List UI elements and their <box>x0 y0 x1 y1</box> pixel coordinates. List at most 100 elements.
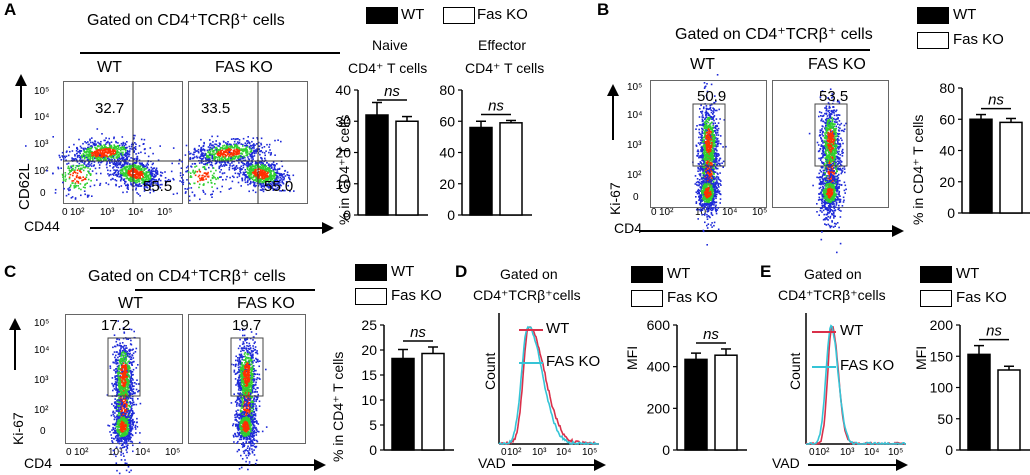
histogram-e <box>805 313 906 446</box>
bar-tick-label: 20 <box>335 145 351 161</box>
tick-x: 10⁵ <box>165 447 181 458</box>
plot-frame <box>65 314 183 444</box>
gate-box <box>692 103 726 167</box>
facs-plot-a-wt <box>25 81 183 204</box>
tick-x: 10⁴ <box>722 207 738 218</box>
tick-x: 10⁴ <box>128 207 144 218</box>
plot-frame <box>63 81 183 204</box>
bar-tick-label: 200 <box>647 400 671 416</box>
bar-tick-label: 20 <box>939 174 955 190</box>
histogram-ko-line <box>498 325 599 446</box>
facs-plot-b-ko <box>772 80 889 254</box>
bar-chart-e: 0 50 100 150 200 ns <box>930 317 1030 458</box>
bar-tick-label: 40 <box>335 82 351 98</box>
wt-label-b: WT <box>690 56 715 73</box>
gate-value: 55.5 <box>143 178 173 195</box>
bar-tick-label: 10 <box>361 392 377 408</box>
bar-chart-a-effector: 0 20 40 60 80 ns <box>439 82 532 223</box>
tick-x: 10² <box>74 447 89 458</box>
tick-x: 10⁵ <box>582 447 598 458</box>
gate-box <box>107 337 141 397</box>
tick-x: 10³ <box>695 207 710 218</box>
tick-x: 10² <box>70 207 85 218</box>
bar-tick-label: 0 <box>447 207 455 223</box>
xlabel-cd4-c: CD4 <box>24 455 53 471</box>
effector-title: Effector <box>478 37 526 53</box>
naive-title: Naive <box>372 37 408 53</box>
tick-x: 10³ <box>100 207 115 218</box>
cell-cloud <box>109 320 140 433</box>
bar-tick-label: 0 <box>947 205 955 221</box>
tick-x: 10⁵ <box>157 207 173 218</box>
tick-x: 0 <box>62 207 68 218</box>
gate-label-b: Gated on CD4⁺TCRβ⁺ cells <box>675 26 873 43</box>
bar-tick-label: 25 <box>361 317 377 333</box>
tick-x: 0 <box>809 447 815 458</box>
gate-underline-b <box>700 49 870 51</box>
tick-x: 10² <box>815 447 830 458</box>
panel-letter-c: C <box>4 262 17 281</box>
bar-tick-label: 600 <box>647 317 671 333</box>
bar-tick-label: 0 <box>343 207 351 223</box>
gate-label-d-line1: Gated on <box>500 266 558 282</box>
legend-swatch-wt <box>920 266 952 283</box>
ns-label: ns <box>410 324 426 341</box>
legend-label-ko: Fas KO <box>477 6 528 23</box>
facs-plot-b-wt <box>650 74 767 246</box>
tick-y: 10² <box>627 170 642 181</box>
bar-tick-label: 80 <box>439 82 455 98</box>
bar-tick-label: 80 <box>939 80 955 96</box>
tick-x: 10³ <box>108 447 123 458</box>
legend-label-wt: WT <box>953 6 977 23</box>
tick-y: 10³ <box>34 139 49 150</box>
effector-subtitle: CD4⁺ T cells <box>465 60 545 76</box>
gate-value: 50.9 <box>697 88 727 105</box>
tick-x: 10⁵ <box>752 207 768 218</box>
wt-label-a: WT <box>97 59 122 76</box>
panel-letter-e: E <box>760 262 772 281</box>
legend-swatch-ko <box>355 288 387 305</box>
tick-x: 10⁴ <box>556 447 572 458</box>
legend-swatch-ko <box>631 290 663 307</box>
gate-value: 33.5 <box>201 100 231 117</box>
tick-y: 10⁵ <box>34 318 50 329</box>
cell-cloud <box>812 167 846 219</box>
gate-value: 53.5 <box>819 88 849 105</box>
hist-legend-wt: WT <box>546 320 570 337</box>
legend-swatch-wt <box>366 7 398 24</box>
legend-swatch-ko <box>443 7 475 24</box>
legend-label-ko: Fas KO <box>956 289 1007 306</box>
ko-label-b: FAS KO <box>808 56 866 73</box>
legend-label-wt: WT <box>391 263 415 280</box>
cell-cloud <box>232 328 267 425</box>
tick-x: 0 <box>501 447 507 458</box>
tick-y: 10⁴ <box>34 112 50 123</box>
legend-swatch-wt <box>355 264 387 281</box>
bar-tick-label: 10 <box>335 176 351 192</box>
legend-line-ko <box>519 362 543 364</box>
gate-label-d-line2: CD4⁺TCRβ⁺cells <box>473 287 581 303</box>
bar-tick-label: 0 <box>369 442 377 458</box>
legend-label-wt: WT <box>956 265 980 282</box>
tick-x: 10² <box>507 447 522 458</box>
ns-label: ns <box>988 92 1004 109</box>
tick-y: 10⁴ <box>34 345 50 356</box>
tick-x: 10⁵ <box>888 447 904 458</box>
bar-tick-label: 50 <box>937 411 953 427</box>
hist-legend-ko: FAS KO <box>840 357 895 374</box>
cell-cloud <box>694 170 722 215</box>
tick-y: 10² <box>34 405 49 416</box>
tick-x: 10² <box>659 207 674 218</box>
bar-tick-label: 20 <box>439 176 455 192</box>
panel-letter-a: A <box>4 0 17 19</box>
legend-swatch-ko <box>920 290 952 307</box>
cell-cloud <box>808 88 846 192</box>
gate-box <box>230 337 264 397</box>
cell-cloud <box>46 154 107 200</box>
tick-x: 0 <box>66 447 72 458</box>
bar-tick-label: 150 <box>930 348 954 364</box>
tick-y: 10⁵ <box>34 86 50 97</box>
legend-line-ko <box>812 366 836 368</box>
ns-label: ns <box>384 83 400 100</box>
